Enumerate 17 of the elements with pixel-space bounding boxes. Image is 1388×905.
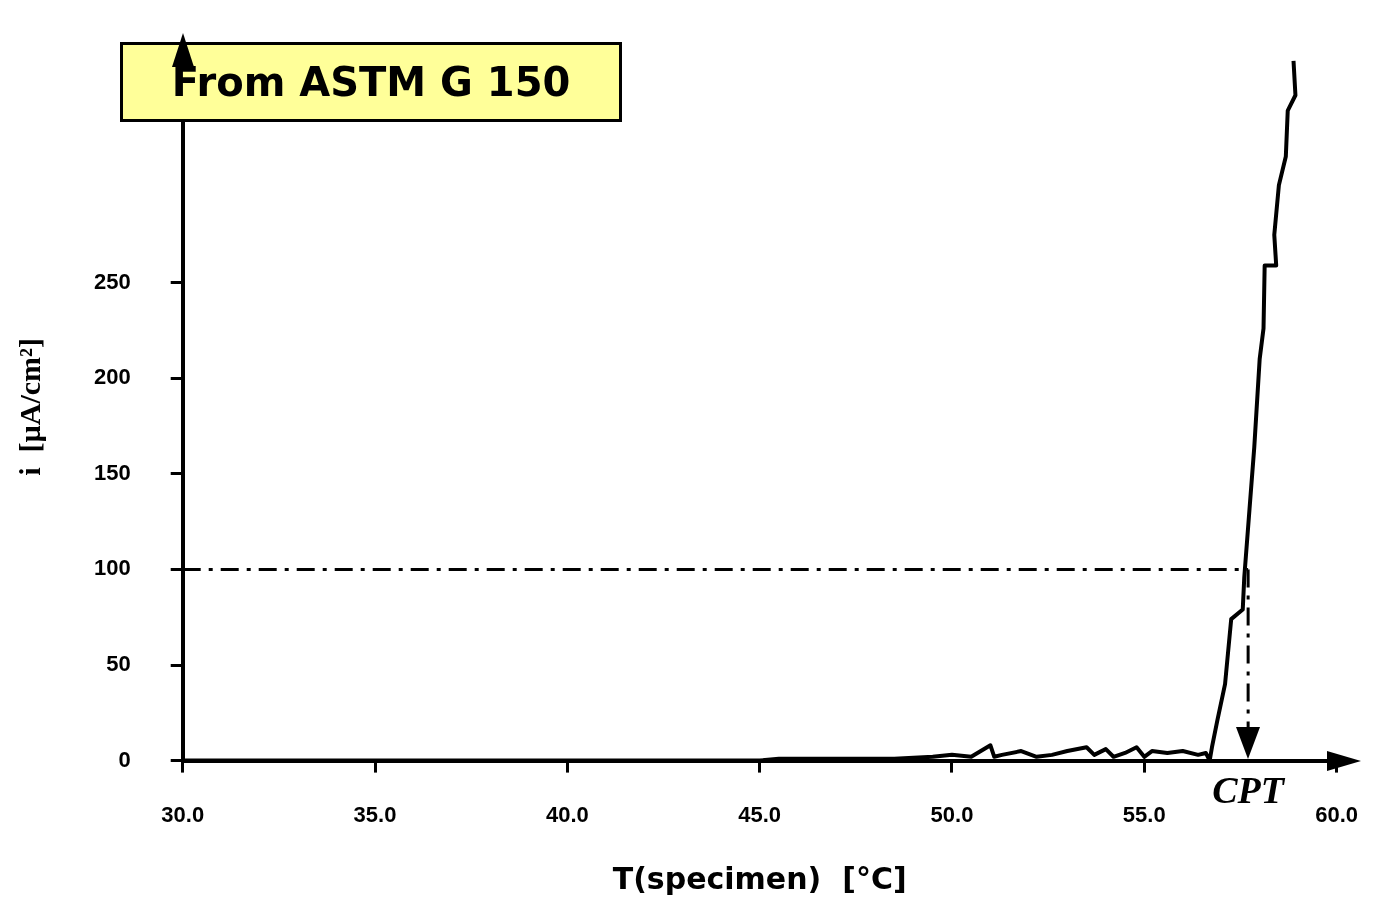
y-tick-label: 250 bbox=[93, 268, 131, 294]
y-tick-label: 150 bbox=[93, 459, 131, 485]
x-tick-label: 55.0 bbox=[1122, 801, 1166, 827]
y-tick-label: 200 bbox=[93, 364, 131, 390]
x-tick-label: 45.0 bbox=[738, 801, 782, 827]
x-tick-label: 30.0 bbox=[161, 801, 205, 827]
chart-title: From ASTM G 150 bbox=[120, 42, 622, 122]
x-tick-label: 50.0 bbox=[930, 801, 974, 827]
x-tick-label: 60.0 bbox=[1315, 801, 1358, 827]
y-tick-label: 50 bbox=[106, 651, 131, 677]
y-axis-title: i [µA/cm²] bbox=[12, 337, 46, 476]
x-tick-label: 40.0 bbox=[545, 801, 589, 827]
x-axis-title: T(specimen) [°C] bbox=[612, 860, 907, 896]
y-tick-label: 100 bbox=[93, 555, 131, 581]
x-tick-label: 35.0 bbox=[353, 801, 397, 827]
y-tick-label: 0 bbox=[118, 746, 131, 772]
text: CPT bbox=[1212, 769, 1286, 812]
